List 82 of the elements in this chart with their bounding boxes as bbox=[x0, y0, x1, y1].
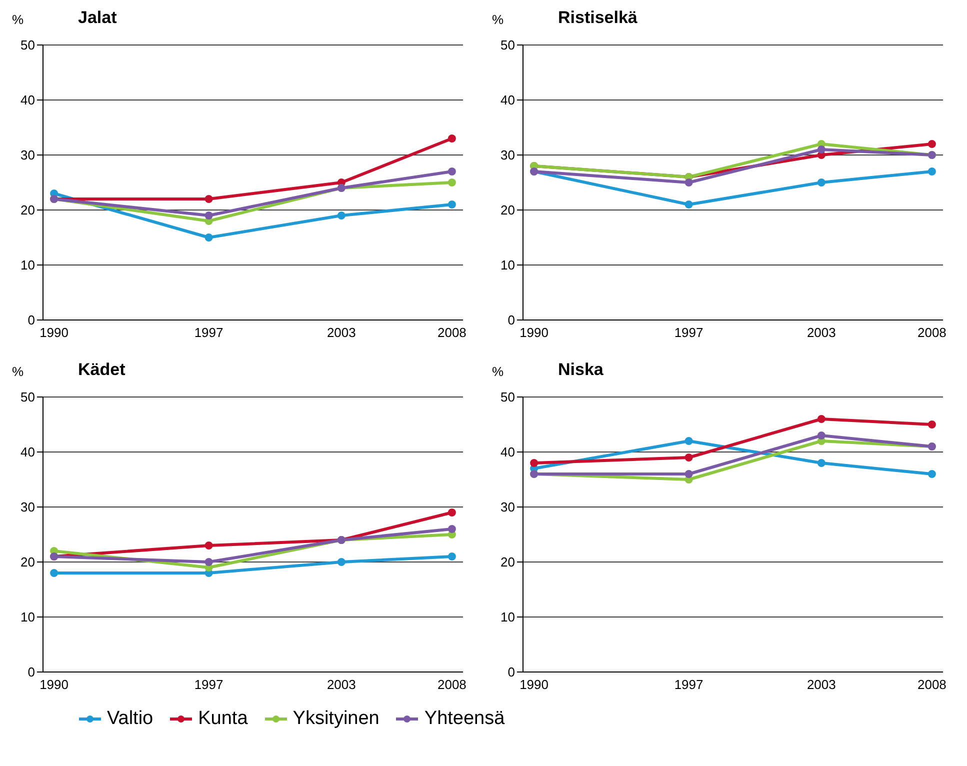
legend-label: Valtio bbox=[107, 708, 154, 730]
x-tick-label: 1990 bbox=[40, 325, 69, 340]
point bbox=[448, 508, 456, 516]
point bbox=[684, 470, 693, 478]
point bbox=[448, 134, 456, 142]
x-tick-label: 1990 bbox=[40, 677, 69, 692]
chart-title: Jalat bbox=[78, 8, 117, 28]
legend-label: Kunta bbox=[198, 708, 248, 730]
point bbox=[684, 454, 693, 462]
point bbox=[448, 200, 456, 208]
y-axis-title: % bbox=[12, 364, 24, 379]
x-tick-label: 1997 bbox=[674, 677, 704, 692]
x-tick-label: 1990 bbox=[520, 677, 549, 692]
legend-label: Yhteensä bbox=[424, 708, 505, 730]
y-axis-title: % bbox=[12, 12, 24, 27]
point bbox=[817, 415, 826, 423]
point bbox=[448, 168, 456, 176]
point bbox=[337, 212, 346, 220]
point bbox=[204, 542, 213, 550]
y-tick-label: 30 bbox=[500, 148, 515, 163]
point bbox=[337, 558, 346, 566]
point bbox=[684, 200, 693, 208]
x-tick-label: 1997 bbox=[674, 325, 704, 340]
y-tick-label: 20 bbox=[500, 202, 515, 218]
point bbox=[817, 146, 826, 154]
x-tick-label: 2003 bbox=[806, 325, 836, 340]
y-tick-label: 30 bbox=[20, 148, 35, 163]
x-tick-label: 1997 bbox=[194, 677, 224, 692]
y-tick-label: 10 bbox=[500, 258, 515, 273]
point bbox=[928, 470, 936, 478]
y-tick-label: 0 bbox=[28, 312, 35, 328]
x-tick-label: 1997 bbox=[194, 325, 224, 340]
y-tick-label: 50 bbox=[500, 38, 515, 53]
x-tick-label: 2008 bbox=[917, 677, 946, 692]
y-tick-label: 50 bbox=[500, 390, 515, 405]
y-tick-label: 20 bbox=[20, 202, 35, 218]
y-tick-label: 40 bbox=[500, 444, 515, 460]
y-tick-label: 10 bbox=[500, 610, 515, 625]
point bbox=[928, 140, 936, 148]
y-tick-label: 20 bbox=[20, 554, 35, 570]
point bbox=[928, 168, 936, 176]
x-tick-label: 1990 bbox=[520, 325, 549, 340]
point bbox=[448, 178, 456, 186]
point bbox=[817, 432, 826, 440]
y-axis-title: % bbox=[492, 364, 504, 379]
point bbox=[50, 569, 58, 577]
point bbox=[530, 459, 538, 467]
y-tick-label: 50 bbox=[20, 38, 35, 53]
x-tick-label: 2003 bbox=[326, 325, 356, 340]
point bbox=[204, 558, 213, 566]
legend-label: Yksityinen bbox=[292, 708, 380, 730]
y-axis-title: % bbox=[492, 12, 504, 27]
y-tick-label: 20 bbox=[500, 554, 515, 570]
y-tick-label: 40 bbox=[500, 92, 515, 108]
y-tick-label: 10 bbox=[20, 610, 35, 625]
chart-title: Kädet bbox=[78, 360, 126, 380]
y-tick-label: 50 bbox=[20, 390, 35, 405]
y-tick-label: 0 bbox=[508, 312, 515, 328]
y-tick-label: 0 bbox=[508, 664, 515, 680]
y-tick-label: 40 bbox=[20, 92, 35, 108]
x-tick-label: 2008 bbox=[917, 325, 946, 340]
chart-title: Ristiselkä bbox=[558, 8, 638, 28]
point bbox=[204, 212, 213, 220]
x-tick-label: 2003 bbox=[806, 677, 836, 692]
x-tick-label: 2008 bbox=[437, 677, 466, 692]
point bbox=[684, 178, 693, 186]
point bbox=[817, 178, 826, 186]
y-tick-label: 0 bbox=[28, 664, 35, 680]
point bbox=[684, 437, 693, 445]
chart-title: Niska bbox=[558, 360, 604, 380]
point bbox=[204, 195, 213, 203]
y-tick-label: 10 bbox=[20, 258, 35, 273]
x-tick-label: 2003 bbox=[326, 677, 356, 692]
point bbox=[817, 459, 826, 467]
y-tick-label: 30 bbox=[500, 500, 515, 515]
x-tick-label: 2008 bbox=[437, 325, 466, 340]
point bbox=[448, 552, 456, 560]
point bbox=[928, 420, 936, 428]
y-tick-label: 40 bbox=[20, 444, 35, 460]
point bbox=[204, 234, 213, 242]
point bbox=[448, 525, 456, 533]
y-tick-label: 30 bbox=[20, 500, 35, 515]
